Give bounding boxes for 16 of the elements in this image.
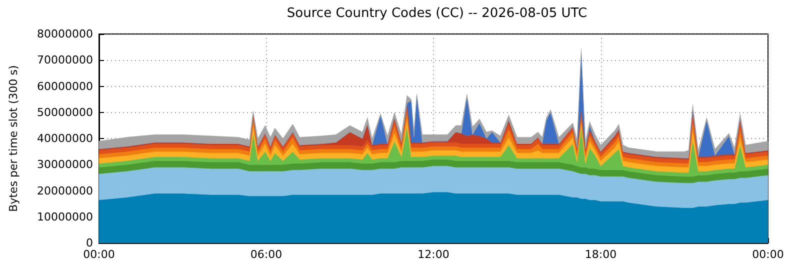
y-tick-label: 40000000 (37, 132, 93, 145)
x-tick-label: 18:00 (584, 248, 617, 261)
y-tick-label: 10000000 (37, 210, 93, 224)
y-tick-label: 80000000 (37, 28, 93, 40)
y-tick-label: 20000000 (37, 184, 93, 198)
x-tick-label: 12:00 (418, 248, 450, 261)
x-tick-label: 00:00 (83, 248, 115, 261)
y-tick-label: 30000000 (37, 158, 93, 172)
y-tick-label: 60000000 (37, 80, 93, 93)
y-tick-label: 70000000 (37, 54, 93, 67)
y-tick-label: 50000000 (37, 106, 93, 119)
chart-title: Source Country Codes (CC) -- 2026-08-05 UTC (286, 6, 588, 21)
x-tick-label: 00:00 (752, 248, 784, 261)
x-tick-label: 06:00 (250, 248, 282, 261)
y-tick-label: 0 (86, 236, 93, 250)
y-axis-title: Bytes per time slot (300 s) (7, 65, 20, 212)
